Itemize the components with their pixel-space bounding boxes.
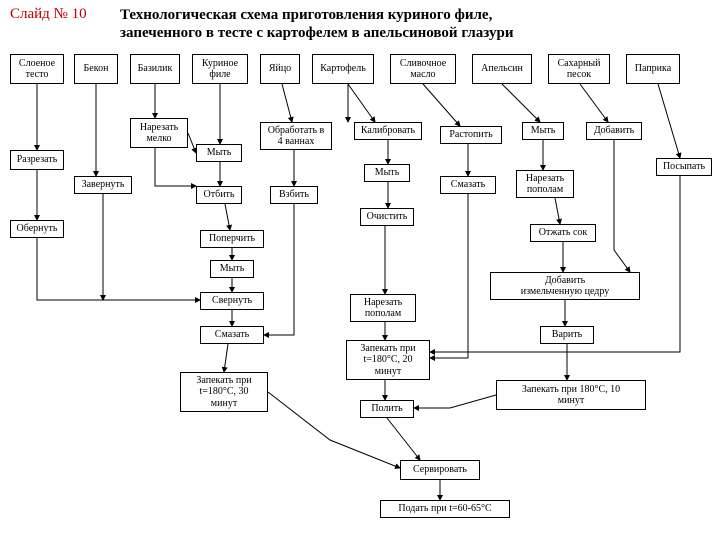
node-poperchit: Поперчить [200,230,264,248]
node-servirovat: Сервировать [400,460,480,480]
node-narezat-popolam: Нарезатьпополам [350,294,416,322]
node-myt1: Мыть [196,144,242,162]
node-obrabotat: Обработать в4 ваннах [260,122,332,150]
node-podat: Подать при t=60-65°С [380,500,510,518]
node-polit: Полить [360,400,414,418]
node-smazat: Смазать [200,326,264,344]
node-varit: Варить [540,326,594,344]
node-yaitso: Яйцо [260,54,300,84]
node-narezat-melko: Нарезатьмелко [130,118,188,148]
node-bazilik: Базилик [130,54,180,84]
node-smazat2: Смазать [440,176,496,194]
node-vzbit: Взбить [270,186,318,204]
node-myt3: Мыть [364,164,410,182]
node-zapekat30: Запекать приt=180°С, 30минут [180,372,268,412]
node-dobavit-zedru: Добавитьизмельченную цедру [490,272,640,300]
node-obernut: Обернуть [10,220,64,238]
node-ochistit: Очистить [360,208,414,226]
node-maslo: Сливочноемасло [390,54,456,84]
node-paprika: Паприка [626,54,680,84]
node-dobavit: Добавить [586,122,642,140]
node-narezat-popolam2: Нарезатьпополам [516,170,574,198]
page-title: Технологическая схема приготовления кури… [120,6,680,42]
node-rastopit: Растопить [440,126,502,144]
node-myt2: Мыть [210,260,254,278]
node-zapekat20: Запекать приt=180°С, 20минут [346,340,430,380]
node-file: Куриноефиле [192,54,248,84]
node-razrezat: Разрезать [10,150,64,170]
node-bekon: Бекон [74,54,118,84]
node-zapekat10: Запекать при 180°С, 10минут [496,380,646,410]
node-testo: Слоеноетесто [10,54,64,84]
node-otzhat: Отжать сок [530,224,596,242]
node-posypat: Посыпать [656,158,712,176]
title-line1: Технологическая схема приготовления кури… [120,7,492,23]
node-kartofel: Картофель [312,54,374,84]
node-myt4: Мыть [522,122,564,140]
node-zavernut: Завернуть [74,176,132,194]
node-kalibrovat: Калибровать [354,122,422,140]
slide-number: Слайд № 10 [10,6,87,23]
node-apelsin: Апельсин [472,54,532,84]
node-sahar: Сахарныйпесок [548,54,610,84]
title-line2: запеченного в тесте с картофелем в апель… [120,25,513,41]
node-svernut: Свернуть [200,292,264,310]
node-otbit: Отбить [196,186,242,204]
